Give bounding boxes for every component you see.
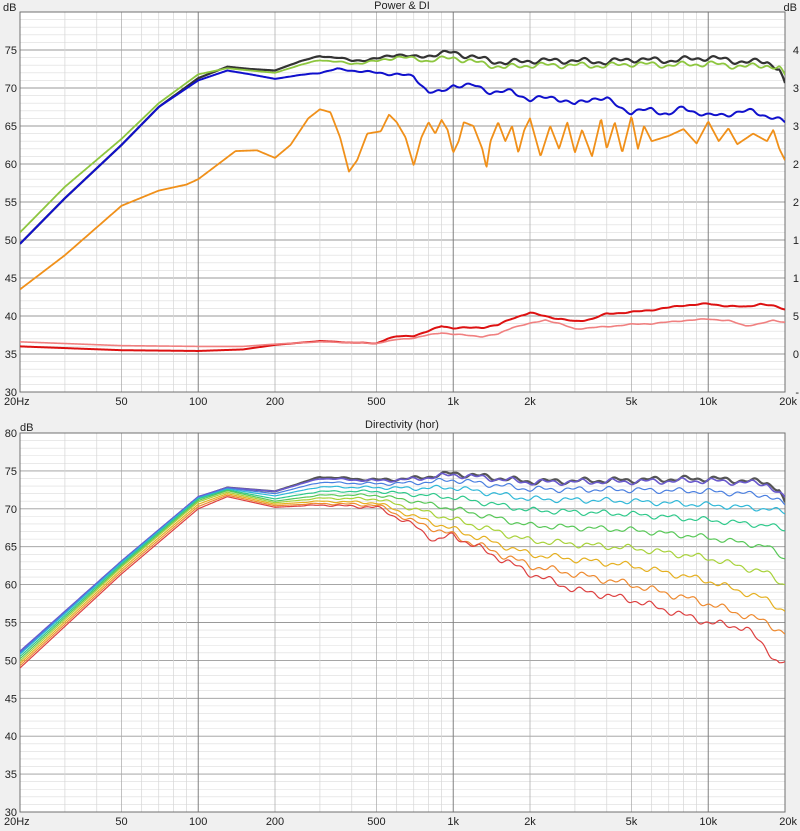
y-tick-label: 60 xyxy=(5,580,17,592)
y-tick-label: 75 xyxy=(5,466,17,478)
series-line-6 xyxy=(20,491,785,662)
y-tick-label: 50 xyxy=(5,655,17,667)
x-tick-label: 1k xyxy=(447,816,459,828)
power-di-y-unit-left: dB xyxy=(3,2,16,14)
series-line-4 xyxy=(20,489,785,658)
directivity-title: Directivity (hor) xyxy=(365,419,439,431)
x-tick-label: 2k xyxy=(524,816,536,828)
x-tick-label: 500 xyxy=(367,396,385,408)
y-tick-label: 75 xyxy=(5,45,17,57)
y-tick-label-right: 2 xyxy=(793,197,799,209)
y-tick-label: 65 xyxy=(5,121,17,133)
x-tick-label: 5k xyxy=(626,816,638,828)
y-tick-label-right: 2 xyxy=(793,159,799,171)
y-tick-label-right: 0 xyxy=(793,349,799,361)
y-tick-label: 30 xyxy=(5,807,17,819)
series-line-1 xyxy=(20,55,785,234)
y-tick-label-right: 3 xyxy=(793,121,799,133)
x-tick-label: 500 xyxy=(367,816,385,828)
x-tick-label: 50 xyxy=(115,816,127,828)
x-tick-label: 100 xyxy=(189,396,207,408)
y-tick-label: 45 xyxy=(5,273,17,285)
y-tick-label: 50 xyxy=(5,235,17,247)
series-line-5 xyxy=(20,490,785,660)
x-tick-label: 20k xyxy=(779,816,797,828)
x-tick-label: 20Hz xyxy=(4,816,30,828)
y-tick-label-right: 1 xyxy=(793,273,799,285)
y-tick-label: 80 xyxy=(5,428,17,440)
series-line-9 xyxy=(20,496,785,669)
grid xyxy=(19,11,786,393)
x-tick-label: 100 xyxy=(189,816,207,828)
directivity-y-unit-left: dB xyxy=(20,422,33,434)
x-tick-label: 10k xyxy=(699,816,717,828)
y-tick-label: 35 xyxy=(5,349,17,361)
x-tick-label: 50 xyxy=(115,396,127,408)
x-tick-label: 10k xyxy=(699,396,717,408)
y-tick-label-right: 1 xyxy=(793,235,799,247)
y-tick-label-right: 3 xyxy=(793,83,799,95)
y-tick-label: 70 xyxy=(5,83,17,95)
series-line-4 xyxy=(20,302,785,352)
series-line-2 xyxy=(20,67,785,245)
x-tick-label: 5k xyxy=(626,396,638,408)
power-di-title: Power & DI xyxy=(374,0,430,12)
y-tick-label: 55 xyxy=(5,197,17,209)
y-tick-label-right: 5 xyxy=(793,311,799,323)
y-tick-label-right: 4 xyxy=(793,45,799,57)
series-line-3 xyxy=(20,484,785,655)
x-tick-label: 20k xyxy=(779,396,797,408)
y-tick-label: 40 xyxy=(5,731,17,743)
series-line-7 xyxy=(20,493,785,664)
series-line-5 xyxy=(20,318,785,348)
x-tick-label: 2k xyxy=(524,396,536,408)
x-tick-label: 200 xyxy=(266,396,284,408)
x-tick-label: 1k xyxy=(447,396,459,408)
x-tick-label: 200 xyxy=(266,816,284,828)
y-tick-label-right: - xyxy=(795,387,799,399)
power-di-chart: Power & DI dB dB 20Hz 50 100 200 500 1k 2k 5k 10… xyxy=(3,0,799,408)
y-tick-label: 30 xyxy=(5,387,17,399)
y-tick-label: 35 xyxy=(5,769,17,781)
x-tick-label: 20Hz xyxy=(4,396,30,408)
y-tick-label: 70 xyxy=(5,504,17,516)
series-line-3 xyxy=(20,108,785,291)
y-tick-label: 65 xyxy=(5,542,17,554)
power-di-y-unit-right: dB xyxy=(784,2,797,14)
y-tick-label: 40 xyxy=(5,311,17,323)
y-tick-label: 60 xyxy=(5,159,17,171)
y-tick-label: 55 xyxy=(5,618,17,630)
series-line-8 xyxy=(20,494,785,667)
y-tick-label: 45 xyxy=(5,693,17,705)
directivity-chart: Directivity (hor) dB 20Hz 50 100 200 500 1k 2k… xyxy=(4,419,797,828)
